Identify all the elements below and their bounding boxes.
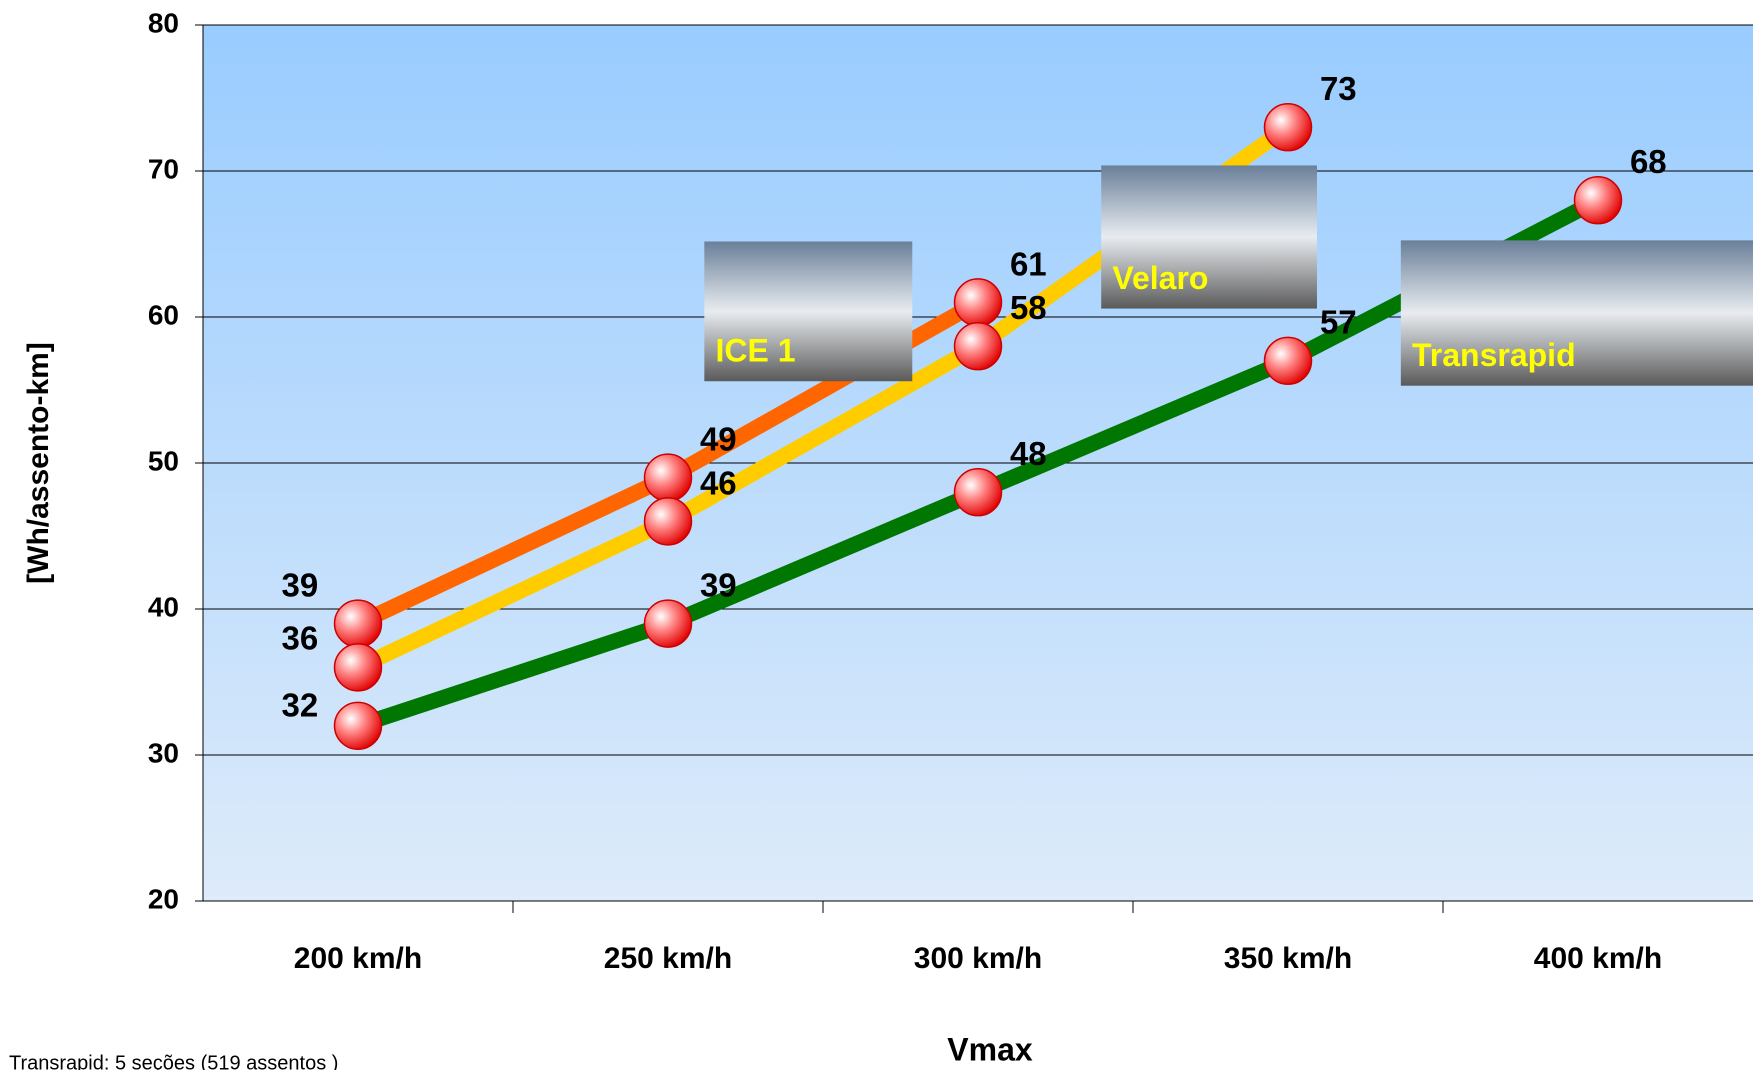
marker [333, 701, 383, 751]
data-label: 36 [282, 619, 319, 656]
data-label: 48 [1010, 435, 1047, 472]
marker [643, 599, 693, 648]
x-tick-label: 300 km/h [914, 942, 1042, 975]
marker [643, 497, 693, 546]
y-axis-title: [Wh/assento-km] [22, 342, 55, 584]
train-photo [704, 241, 913, 382]
train-label: Transrapid [1412, 337, 1576, 373]
y-tick-label: 80 [148, 7, 179, 38]
footnote: Transrapid: 5 seções (519 assentos ) [9, 1052, 338, 1070]
data-label: 49 [700, 421, 737, 458]
marker [953, 467, 1003, 517]
marker [953, 278, 1003, 327]
train-photo [1101, 165, 1317, 309]
data-label: 61 [1010, 245, 1047, 282]
y-tick-label: 50 [148, 445, 179, 476]
data-label: 46 [700, 464, 737, 501]
y-tick-label: 40 [148, 591, 179, 622]
data-label: 57 [1320, 304, 1357, 341]
train-photo [1400, 240, 1753, 386]
marker [953, 321, 1003, 371]
train-label: ICE 1 [716, 333, 796, 369]
data-label: 39 [700, 567, 737, 604]
data-label: 32 [282, 687, 319, 724]
data-label: 39 [282, 567, 319, 604]
marker [643, 453, 693, 502]
x-axis-title: Vmax [947, 1031, 1033, 1067]
data-label: 68 [1630, 143, 1667, 180]
train-label: Velaro [1112, 260, 1208, 296]
y-tick-label: 20 [148, 883, 179, 914]
x-tick-label: 400 km/h [1534, 942, 1662, 975]
x-tick-label: 200 km/h [294, 942, 422, 975]
marker [333, 643, 383, 692]
y-tick-label: 60 [148, 299, 179, 330]
data-label: 58 [1010, 289, 1047, 326]
marker [1573, 175, 1623, 225]
marker [1263, 102, 1313, 152]
y-tick-label: 30 [148, 737, 179, 768]
data-label: 73 [1320, 70, 1357, 107]
x-tick-label: 250 km/h [604, 942, 732, 975]
y-tick-label: 70 [148, 153, 179, 184]
x-tick-label: 350 km/h [1224, 942, 1352, 975]
marker [1263, 336, 1313, 386]
marker [333, 599, 383, 648]
